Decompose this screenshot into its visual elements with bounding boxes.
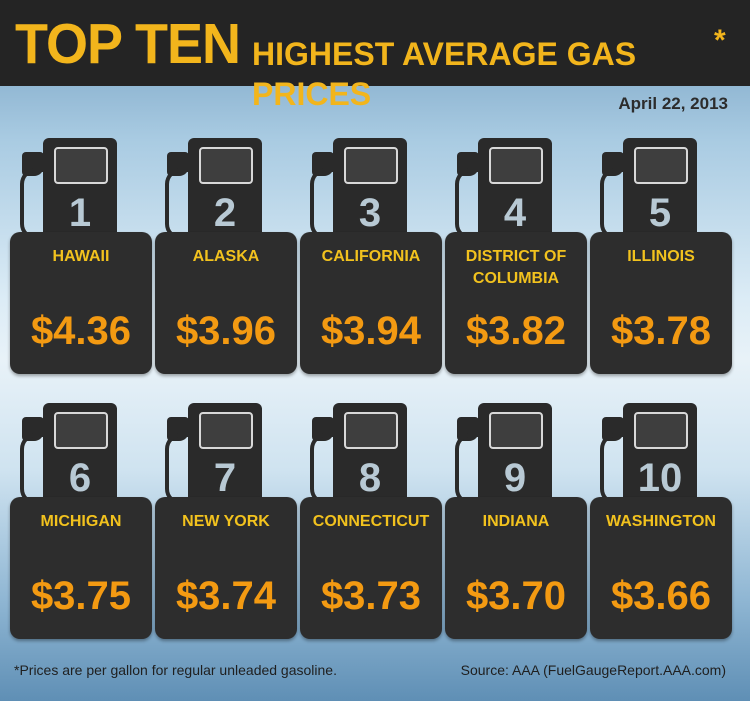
gas-pump-card-7: 7 NEW YORK $3.74 [155,403,297,648]
state-name: CONNECTICUT [312,513,430,530]
pump-display-window [54,412,108,449]
pump-body [445,497,587,639]
state-name: NEW YORK [182,513,270,530]
gas-price: $3.96 [175,309,277,353]
pump-display-window [634,412,688,449]
source-credit: Source: AAA (FuelGaugeReport.AAA.com) [460,662,726,678]
gas-pump-card-5: 5 ILLINOIS $3.78 [590,138,732,383]
state-name: MICHIGAN [40,513,122,530]
state-name: WASHINGTON [606,513,716,530]
gas-price: $3.66 [610,574,712,618]
state-name: DISTRICT OF COLUMBIA [465,248,567,287]
gas-pump-card-9: 9 INDIANA $3.70 [445,403,587,648]
header-banner: TOP TEN HIGHEST AVERAGE GAS PRICES * [0,0,750,112]
state-name: ALASKA [192,248,260,265]
pump-body [155,232,297,374]
title-asterisk: * [714,24,726,57]
gas-price: $3.75 [30,574,132,618]
state-name: CALIFORNIA [321,248,421,265]
pump-display-window [199,412,253,449]
gas-price: $3.82 [465,309,567,353]
state-name: HAWAII [52,248,110,265]
rank-number: 2 [213,191,237,235]
gas-pump-card-4: 4 DISTRICT OF COLUMBIA $3.82 [445,138,587,383]
rank-number: 5 [648,191,672,235]
pump-body [590,497,732,639]
pump-display-window [634,147,688,184]
pump-body [590,232,732,374]
gas-pump-card-6: 6 MICHIGAN $3.75 [10,403,152,648]
date-label: April 22, 2013 [618,94,728,113]
pump-body [10,232,152,374]
gas-price: $3.94 [320,309,422,353]
gas-pump-card-1: 1 HAWAII $4.36 [10,138,152,383]
pump-display-window [489,147,543,184]
pump-body [10,497,152,639]
pump-body [300,232,442,374]
gas-price: $3.73 [320,574,422,618]
pump-display-window [344,412,398,449]
rank-number: 7 [213,456,237,500]
title-top-ten: TOP TEN [15,12,241,76]
gas-pump-card-10: 10 WASHINGTON $3.66 [590,403,732,648]
pump-body [300,497,442,639]
rank-number: 9 [503,456,527,500]
pump-body [155,497,297,639]
gas-pump-card-3: 3 CALIFORNIA $3.94 [300,138,442,383]
rank-number: 6 [68,456,92,500]
pump-display-window [344,147,398,184]
gas-price: $3.78 [610,309,712,353]
rank-number: 3 [358,191,382,235]
gas-pump-card-2: 2 ALASKA $3.96 [155,138,297,383]
pump-body [445,232,587,374]
pump-display-window [54,147,108,184]
footnote: *Prices are per gallon for regular unlea… [14,662,337,678]
rank-number: 4 [503,191,527,235]
gas-price: $3.74 [175,574,277,618]
pump-display-window [199,147,253,184]
rank-number: 8 [358,456,382,500]
rank-number: 10 [637,456,683,500]
state-name: ILLINOIS [627,248,695,265]
rank-number: 1 [68,191,92,235]
pump-display-window [489,412,543,449]
state-name: INDIANA [482,513,550,530]
gas-price: $4.36 [30,309,132,353]
gas-price: $3.70 [465,574,567,618]
title-subtitle: HIGHEST AVERAGE GAS PRICES [252,36,637,112]
gas-pump-card-8: 8 CONNECTICUT $3.73 [300,403,442,648]
